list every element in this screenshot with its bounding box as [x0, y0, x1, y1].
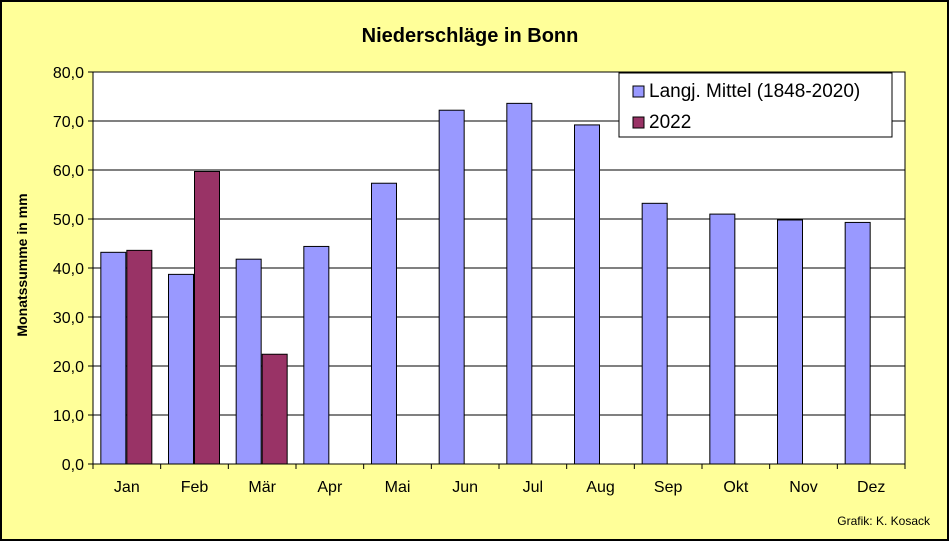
x-tick-label: Okt: [723, 479, 748, 496]
x-tick-label: Sep: [654, 479, 683, 496]
y-tick-label: 10,0: [53, 408, 84, 425]
legend-box: [618, 72, 893, 138]
x-tick-label: Jun: [452, 479, 478, 496]
bars-group: [100, 102, 871, 465]
y-axis-ticks: 0,0 10,0 20,0 30,0 40,0 50,0 60,0 70,0 80,0: [53, 65, 93, 474]
bar-2022-1: [194, 170, 220, 465]
y-tick-label: 70,0: [53, 114, 84, 131]
bar-mittel-9: [709, 213, 736, 465]
bar-2022-2: [261, 353, 288, 465]
x-tick-label: Nov: [789, 479, 817, 496]
y-tick-label: 80,0: [53, 65, 84, 82]
bar-mittel-11: [844, 221, 871, 465]
legend: Langj. Mittel (1848-2020) 2022: [618, 72, 893, 138]
x-tick-label: Jul: [523, 479, 543, 496]
x-tick-label: Aug: [586, 479, 614, 496]
y-tick-label: 20,0: [53, 359, 84, 376]
bar-mittel-7: [574, 124, 600, 465]
x-tick-label: Mär: [248, 479, 276, 496]
x-tick-label: Apr: [317, 479, 343, 496]
gridlines: [93, 120, 905, 416]
y-axis-label: Monatssumme in mm: [14, 193, 30, 336]
bar-mittel-4: [371, 182, 397, 465]
legend-label-langj-mittel: Langj. Mittel (1848-2020): [649, 81, 860, 102]
y-tick-label: 30,0: [53, 310, 84, 327]
y-tick-label: 40,0: [53, 261, 84, 278]
bar-mittel-8: [641, 202, 668, 465]
bar-mittel-5: [438, 109, 465, 465]
legend-label-2022: 2022: [649, 112, 691, 133]
legend-swatch-2022: [632, 116, 645, 129]
x-axis: Jan Feb Mär Apr Mai Jun Jul Aug Sep Okt Nov Dez: [92, 464, 906, 496]
bar-mittel-3: [303, 245, 330, 465]
x-tick-label: Feb: [181, 479, 209, 496]
legend-swatch-langj-mittel: [632, 85, 645, 98]
y-tick-label: 60,0: [53, 163, 84, 180]
bar-mittel-1: [168, 273, 194, 465]
credit-text: Grafik: K. Kosack: [837, 514, 931, 528]
chart-title: Niederschläge in Bonn: [362, 25, 579, 47]
x-tick-label: Jan: [114, 479, 140, 496]
bar-mittel-0: [100, 251, 127, 465]
bar-2022-0: [126, 249, 153, 465]
bar-mittel-2: [235, 258, 262, 465]
bar-mittel-6: [506, 102, 533, 465]
y-tick-label: 50,0: [53, 212, 84, 229]
x-tick-label: Mai: [385, 479, 411, 496]
x-tick-label: Dez: [857, 479, 885, 496]
y-tick-label: 0,0: [62, 457, 84, 474]
bar-mittel-10: [777, 219, 803, 465]
